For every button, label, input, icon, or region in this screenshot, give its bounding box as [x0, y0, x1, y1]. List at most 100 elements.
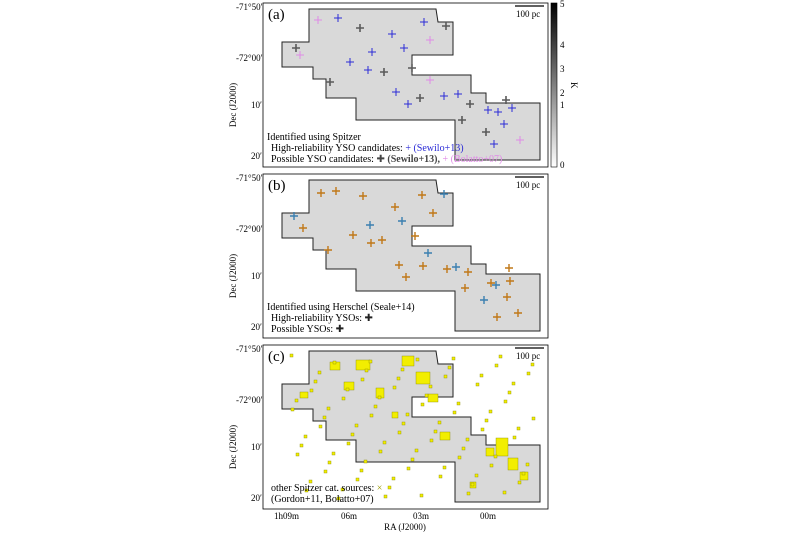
- spitzer-source: [494, 363, 499, 368]
- spitzer-source: [493, 454, 498, 459]
- spitzer-source: [346, 441, 351, 446]
- colorbar-tick-0: 0: [560, 160, 565, 170]
- spitzer-source: [531, 416, 536, 421]
- spitzer-source: [489, 463, 494, 468]
- spitzer-source: [466, 491, 471, 496]
- spitzer-source: [373, 404, 378, 409]
- spitzer-source: [369, 413, 374, 418]
- panel-c-label: (c): [268, 349, 285, 365]
- colorbar-label: K: [569, 82, 579, 89]
- spitzer-source: [303, 434, 308, 439]
- spitzer-source: [364, 368, 369, 373]
- spitzer-source-cluster: [495, 437, 509, 457]
- yso-marker: [484, 106, 492, 114]
- colorbar-tick-2: 2: [560, 88, 565, 98]
- spitzer-source-cluster: [507, 457, 519, 471]
- yso-marker: [426, 76, 434, 84]
- yso-marker: [392, 88, 400, 96]
- spitzer-source: [359, 468, 364, 473]
- spitzer-source: [304, 488, 309, 493]
- panel-c: (c) 100 pc other Spitzer cat. sources: ×…: [228, 344, 549, 532]
- spitzer-source: [363, 459, 368, 464]
- spitzer-source: [443, 374, 448, 379]
- panel-a-ytick-1: -71°50′: [236, 2, 263, 12]
- yso-marker: [404, 100, 412, 108]
- spitzer-source: [289, 353, 294, 358]
- spitzer-source: [368, 359, 373, 364]
- spitzer-source: [350, 432, 355, 437]
- herschel-yso-marker: [332, 187, 340, 195]
- spitzer-source: [323, 469, 328, 474]
- spitzer-source: [419, 493, 424, 498]
- herschel-yso-marker: [443, 265, 451, 273]
- spitzer-source: [512, 435, 517, 440]
- spitzer-source-cluster: [415, 371, 431, 385]
- panel-c-legend-line1: other Spitzer cat. sources: ×: [271, 483, 382, 494]
- panel-a-legend-line2: Possible YSO candidates: ✚ (Sewilo+13), …: [271, 154, 502, 165]
- herschel-yso-marker: [402, 273, 410, 281]
- panel-b-scale-label: 100 pc: [516, 180, 540, 190]
- spitzer-source: [502, 490, 507, 495]
- panel-b-legend-line2: Possible YSOs: ✚: [271, 324, 344, 335]
- spitzer-source: [327, 460, 332, 465]
- spitzer-source: [530, 362, 535, 367]
- spitzer-source: [437, 420, 442, 425]
- herschel-yso-marker: [411, 232, 419, 240]
- herschel-yso-marker: [324, 246, 332, 254]
- herschel-yso-marker: [290, 212, 298, 220]
- spitzer-source: [401, 421, 406, 426]
- spitzer-source: [507, 390, 512, 395]
- herschel-yso-marker: [492, 281, 500, 289]
- yso-marker: [368, 48, 376, 56]
- spitzer-source: [503, 399, 508, 404]
- yso-marker: [508, 104, 516, 112]
- herschel-yso-marker: [359, 192, 367, 200]
- yso-marker: [502, 96, 510, 104]
- panel-a: (a) 100 pc Identified using Spitzer High…: [228, 2, 549, 168]
- herschel-yso-marker: [503, 293, 511, 301]
- panel-a-legend-line1: High-reliability YSO candidates: + (Sewi…: [271, 143, 464, 154]
- x-tick-2: 06m: [341, 511, 357, 521]
- spitzer-source-cluster: [485, 447, 495, 457]
- panel-a-scale-label: 100 pc: [516, 9, 540, 19]
- colorbar-tick-1: 1: [560, 100, 565, 110]
- spitzer-source: [456, 401, 461, 406]
- panel-c-y-axis-title: Dec (J2000): [228, 425, 238, 469]
- panel-c-ytick-4: 20′: [251, 493, 262, 503]
- x-axis-title: RA (J2000): [384, 522, 426, 532]
- spitzer-source-cluster: [355, 359, 371, 371]
- spitzer-source: [313, 379, 318, 384]
- yso-marker: [426, 36, 434, 44]
- spitzer-source-cluster: [439, 431, 451, 441]
- spitzer-source: [397, 430, 402, 435]
- spitzer-source: [392, 385, 397, 390]
- yso-marker: [334, 14, 342, 22]
- spitzer-source: [429, 438, 434, 443]
- spitzer-source: [410, 457, 415, 462]
- spitzer-source: [396, 376, 401, 381]
- panel-b: (b) 100 pc Identified using Herschel (Se…: [228, 173, 549, 339]
- yso-marker: [380, 68, 388, 76]
- herschel-yso-marker: [514, 309, 522, 317]
- spitzer-source: [480, 427, 485, 432]
- spitzer-source: [420, 402, 425, 407]
- spitzer-source: [322, 415, 327, 420]
- spitzer-source: [340, 487, 345, 492]
- spitzer-source: [438, 474, 443, 479]
- herschel-yso-marker: [464, 268, 472, 276]
- spitzer-source: [383, 494, 388, 499]
- spitzer-source-cluster: [391, 411, 399, 419]
- yso-marker: [356, 24, 364, 32]
- colorbar-tick-5: 5: [560, 0, 565, 9]
- yso-marker: [388, 30, 396, 38]
- spitzer-source: [447, 365, 452, 370]
- yso-marker: [494, 108, 502, 116]
- yso-marker: [408, 64, 416, 72]
- spitzer-source: [415, 357, 420, 362]
- yso-marker: [454, 90, 462, 98]
- spitzer-source: [498, 354, 503, 359]
- x-tick-1: 1h09m: [274, 511, 299, 521]
- spitzer-source: [521, 471, 526, 476]
- herschel-yso-marker: [349, 231, 357, 239]
